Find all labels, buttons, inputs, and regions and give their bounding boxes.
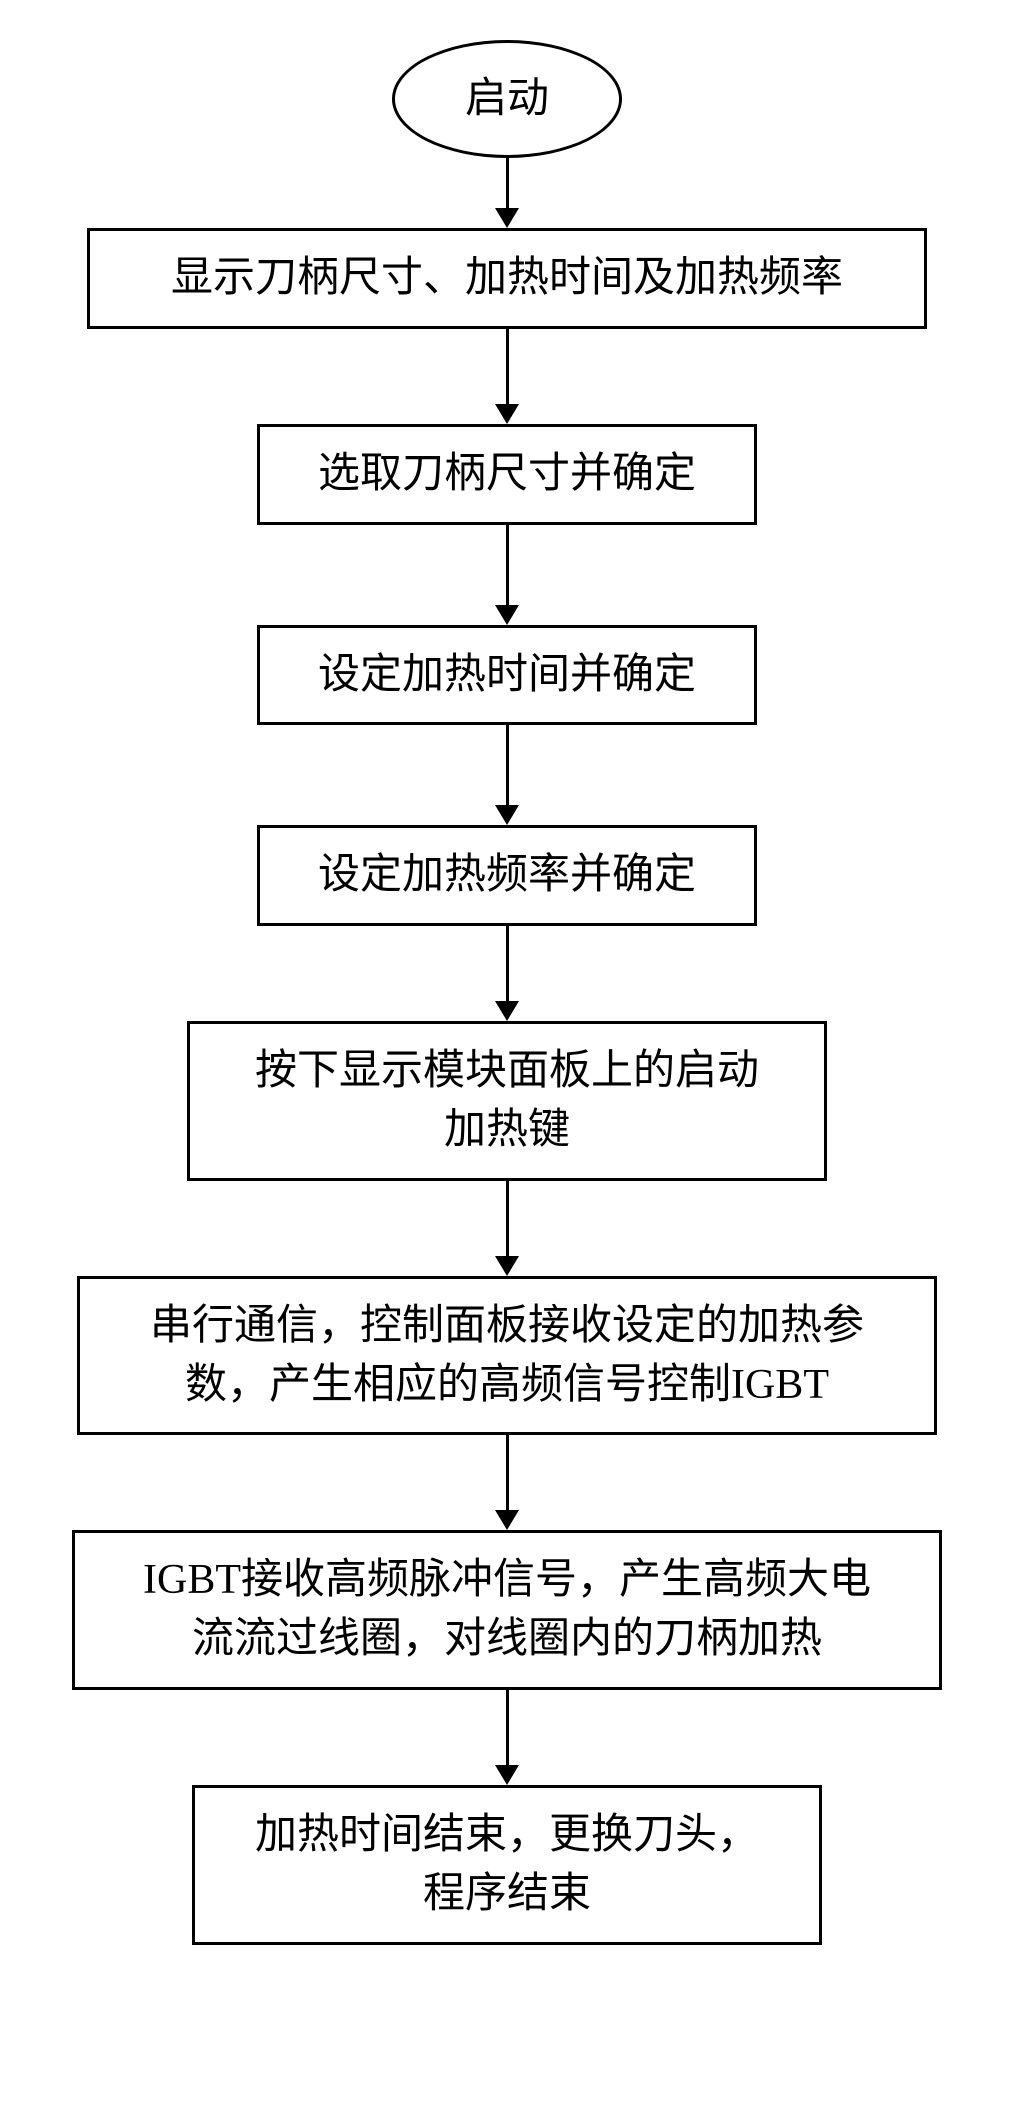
start-node: 启动 [392,40,622,158]
arrow-7 [495,1690,519,1785]
step6-label: 串行通信，控制面板接收设定的加热参 数，产生相应的高频信号控制IGBT [150,1297,864,1415]
step4-node: 设定加热频率并确定 [257,825,757,926]
step8-node: 加热时间结束，更换刀头， 程序结束 [192,1785,822,1945]
step5-line1: 按下显示模块面板上的启动 [255,1042,759,1101]
step4-label: 设定加热频率并确定 [318,846,696,905]
step7-label: IGBT接收高频脉冲信号，产生高频大电 流流过线圈，对线圈内的刀柄加热 [143,1551,871,1669]
step1-node: 显示刀柄尺寸、加热时间及加热频率 [87,228,927,329]
flowchart-container: 启动 显示刀柄尺寸、加热时间及加热频率 选取刀柄尺寸并确定 设定加热时间并确定 … [72,40,942,1945]
step6-line2: 数，产生相应的高频信号控制IGBT [150,1356,864,1415]
arrow-5 [495,1181,519,1276]
step1-label: 显示刀柄尺寸、加热时间及加热频率 [171,249,843,308]
step7-node: IGBT接收高频脉冲信号，产生高频大电 流流过线圈，对线圈内的刀柄加热 [72,1530,942,1690]
arrow-0 [495,158,519,228]
step8-label: 加热时间结束，更换刀头， 程序结束 [255,1806,759,1924]
arrow-6 [495,1435,519,1530]
step3-node: 设定加热时间并确定 [257,625,757,726]
arrow-2 [495,525,519,625]
step5-label: 按下显示模块面板上的启动 加热键 [255,1042,759,1160]
step5-line2: 加热键 [255,1101,759,1160]
step7-line2: 流流过线圈，对线圈内的刀柄加热 [143,1610,871,1669]
step2-node: 选取刀柄尺寸并确定 [257,424,757,525]
step8-line2: 程序结束 [255,1865,759,1924]
step7-line1: IGBT接收高频脉冲信号，产生高频大电 [143,1551,871,1610]
step8-line1: 加热时间结束，更换刀头， [255,1806,759,1865]
arrow-4 [495,926,519,1021]
step2-label: 选取刀柄尺寸并确定 [318,445,696,504]
step5-node: 按下显示模块面板上的启动 加热键 [187,1021,827,1181]
step3-label: 设定加热时间并确定 [318,646,696,705]
start-label: 启动 [465,70,549,129]
arrow-1 [495,329,519,424]
step6-line1: 串行通信，控制面板接收设定的加热参 [150,1297,864,1356]
arrow-3 [495,725,519,825]
step6-node: 串行通信，控制面板接收设定的加热参 数，产生相应的高频信号控制IGBT [77,1276,937,1436]
